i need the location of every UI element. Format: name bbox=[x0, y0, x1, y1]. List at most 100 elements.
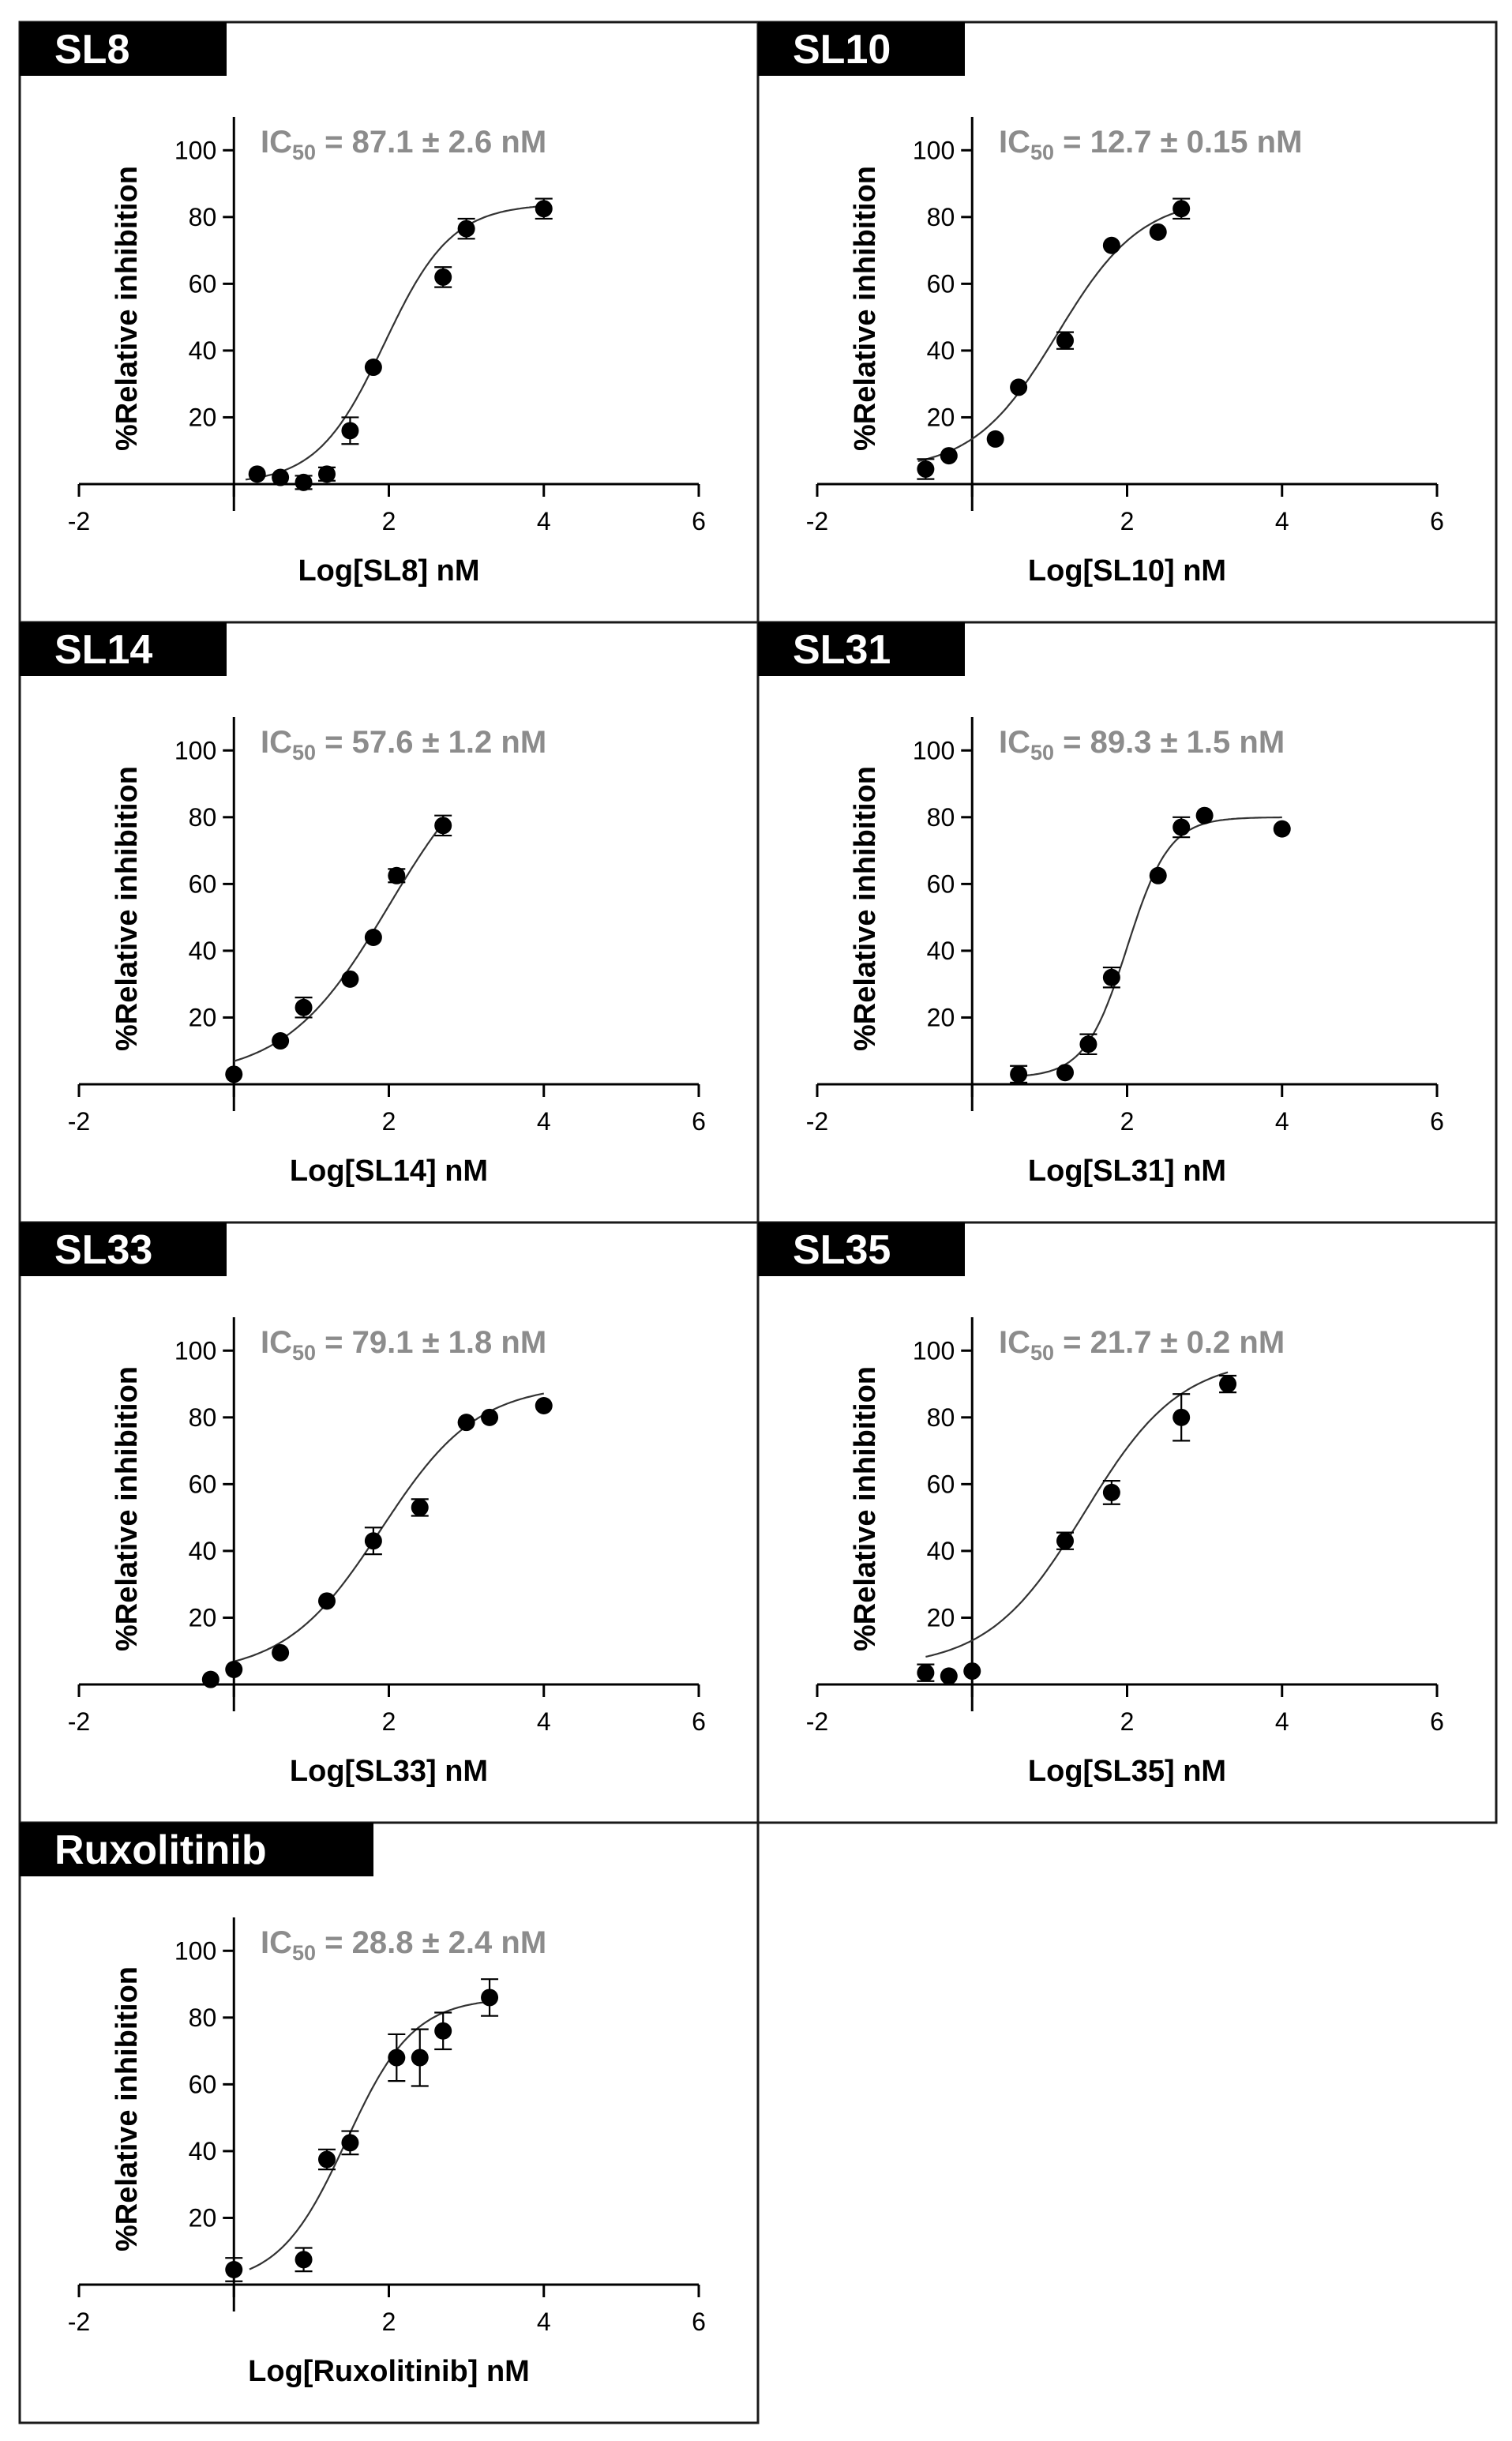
data-point bbox=[1056, 332, 1074, 350]
ic50-subscript: 50 bbox=[292, 741, 316, 764]
compound-label: Ruxolitinib bbox=[54, 1827, 267, 1873]
data-point bbox=[535, 200, 553, 218]
y-tick-label: 60 bbox=[189, 269, 217, 298]
y-tick-label: 80 bbox=[189, 803, 217, 832]
y-tick-label: 60 bbox=[189, 1470, 217, 1498]
data-point bbox=[341, 970, 359, 988]
x-axis-title: Log[SL31] nM bbox=[1028, 1155, 1226, 1188]
ic50-annotation: IC50 = 87.1 ± 2.6 nM bbox=[261, 125, 546, 164]
data-point bbox=[272, 468, 290, 486]
y-tick-label: 60 bbox=[189, 869, 217, 898]
y-tick-label: 40 bbox=[189, 1537, 217, 1565]
y-tick-label: 40 bbox=[189, 2137, 217, 2165]
data-point bbox=[1219, 1375, 1237, 1393]
data-point bbox=[388, 866, 406, 884]
y-tick-label: 40 bbox=[927, 336, 955, 365]
ic50-prefix: IC bbox=[261, 725, 292, 760]
x-tick-label: 2 bbox=[382, 1707, 396, 1736]
y-axis-title: %Relative inhibition bbox=[111, 1366, 144, 1651]
fit-curve bbox=[233, 822, 445, 1062]
compound-label: SL14 bbox=[54, 627, 152, 673]
data-point bbox=[1056, 1064, 1074, 1082]
panel-border bbox=[756, 1221, 1498, 1824]
ic50-value: = 87.1 ± 2.6 nM bbox=[316, 125, 546, 160]
data-point bbox=[225, 1660, 243, 1678]
chart-panel-sl8: SL8 -2 2 4 6 20 40 60 80 100 Log[SL8] nM %Relative … bbox=[18, 21, 760, 624]
data-point bbox=[411, 2049, 429, 2067]
y-tick-label: 40 bbox=[189, 937, 217, 965]
panel-border bbox=[18, 1821, 760, 2424]
ic50-annotation: IC50 = 28.8 ± 2.4 nM bbox=[261, 1925, 546, 1965]
compound-label: SL33 bbox=[54, 1227, 152, 1273]
chart-panel-sl31: SL31 -2 2 4 6 20 40 60 80 100 Log[SL31] nM %Relativ… bbox=[756, 621, 1498, 1224]
data-point bbox=[295, 998, 313, 1016]
x-tick-label: 2 bbox=[1120, 1107, 1135, 1136]
x-tick-label: 4 bbox=[537, 507, 551, 535]
ic50-subscript: 50 bbox=[292, 1341, 316, 1365]
ic50-prefix: IC bbox=[999, 725, 1030, 760]
data-point bbox=[364, 929, 382, 946]
x-tick-label: 6 bbox=[1430, 507, 1444, 535]
x-tick-label: 4 bbox=[537, 1107, 551, 1136]
y-tick-label: 100 bbox=[913, 1336, 955, 1365]
y-tick-label: 60 bbox=[189, 2070, 217, 2098]
data-point bbox=[1195, 806, 1214, 824]
compound-label-background bbox=[20, 22, 227, 76]
y-axis-title: %Relative inhibition bbox=[849, 1366, 882, 1651]
x-tick-label: 6 bbox=[692, 1107, 706, 1136]
ic50-annotation: IC50 = 21.7 ± 0.2 nM bbox=[999, 1325, 1285, 1365]
y-tick-label: 20 bbox=[189, 1603, 217, 1632]
y-axis-title: %Relative inhibition bbox=[111, 766, 144, 1051]
fit-curve bbox=[1018, 816, 1282, 1077]
compound-label-background bbox=[20, 622, 227, 676]
data-point bbox=[411, 1498, 429, 1516]
data-point bbox=[1102, 1483, 1120, 1501]
x-tick-label: 6 bbox=[692, 2308, 706, 2336]
y-tick-label: 40 bbox=[927, 937, 955, 965]
x-tick-label: -2 bbox=[68, 2308, 90, 2336]
x-tick-label: 6 bbox=[1430, 1107, 1444, 1136]
y-tick-label: 100 bbox=[174, 1336, 216, 1365]
data-point bbox=[295, 473, 313, 491]
ic50-subscript: 50 bbox=[1030, 741, 1054, 764]
chart-panel-sl10: SL10 -2 2 4 6 20 40 60 80 100 Log[SL10] nM %Relativ… bbox=[756, 21, 1498, 624]
ic50-annotation: IC50 = 12.7 ± 0.15 nM bbox=[999, 125, 1302, 164]
y-tick-label: 20 bbox=[927, 1603, 955, 1632]
ic50-annotation: IC50 = 89.3 ± 1.5 nM bbox=[999, 725, 1285, 764]
ic50-subscript: 50 bbox=[292, 1941, 316, 1965]
data-point bbox=[917, 1664, 935, 1682]
y-tick-label: 100 bbox=[174, 136, 216, 164]
data-point bbox=[225, 1065, 243, 1083]
y-tick-label: 20 bbox=[189, 403, 217, 431]
data-point bbox=[963, 1662, 981, 1681]
x-tick-label: -2 bbox=[806, 1707, 828, 1736]
data-point bbox=[1102, 236, 1120, 254]
data-point bbox=[535, 1397, 553, 1415]
compound-label-background bbox=[758, 1222, 965, 1276]
data-point bbox=[225, 2260, 243, 2278]
data-point bbox=[917, 460, 935, 478]
x-tick-label: -2 bbox=[68, 1107, 90, 1136]
data-point bbox=[295, 2251, 313, 2269]
y-tick-label: 100 bbox=[174, 736, 216, 764]
x-axis-title: Log[SL8] nM bbox=[298, 554, 479, 588]
x-axis-title: Log[SL10] nM bbox=[1028, 554, 1226, 588]
x-tick-label: 2 bbox=[382, 1107, 396, 1136]
chart-panel-ruxolitinib: Ruxolitinib -2 2 4 6 20 40 60 80 100 Log[Ruxolitin… bbox=[18, 1821, 760, 2424]
y-tick-label: 60 bbox=[927, 269, 955, 298]
data-point bbox=[434, 268, 452, 286]
x-tick-label: 2 bbox=[1120, 1707, 1135, 1736]
y-tick-label: 40 bbox=[189, 336, 217, 365]
x-tick-label: 4 bbox=[1275, 1707, 1289, 1736]
y-tick-label: 40 bbox=[927, 1537, 955, 1565]
data-point bbox=[1149, 866, 1167, 884]
ic50-prefix: IC bbox=[999, 125, 1030, 160]
data-point bbox=[1010, 378, 1028, 396]
chart-panel-sl33: SL33 -2 2 4 6 20 40 60 80 100 Log[SL33] nM %Relativ… bbox=[18, 1221, 760, 1824]
ic50-prefix: IC bbox=[261, 1325, 292, 1360]
ic50-subscript: 50 bbox=[1030, 141, 1054, 164]
ic50-prefix: IC bbox=[261, 1925, 292, 1960]
data-point bbox=[248, 465, 266, 483]
data-point bbox=[940, 1667, 958, 1685]
x-tick-label: 2 bbox=[382, 507, 396, 535]
